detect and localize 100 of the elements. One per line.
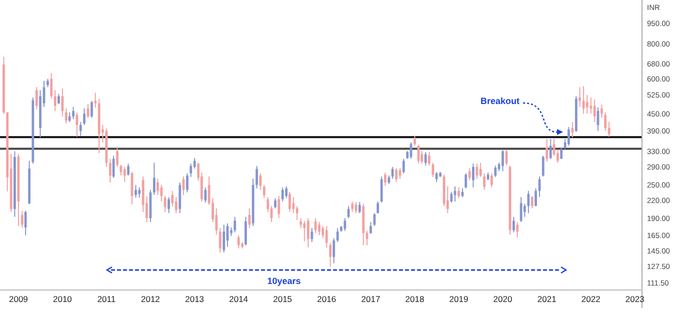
candlestick [112, 155, 115, 178]
candlestick [90, 100, 93, 118]
x-tick-label: 2010 [52, 294, 72, 304]
candlestick [546, 138, 548, 162]
candlestick [54, 90, 56, 112]
candlestick [278, 196, 280, 219]
candlestick [190, 163, 192, 178]
candlestick [262, 184, 266, 199]
candlestick [204, 186, 207, 204]
candlestick [168, 196, 170, 214]
candlestick [542, 155, 544, 177]
x-tick-label: 2019 [449, 294, 468, 304]
candlestick [193, 158, 196, 170]
candlestick [259, 172, 262, 190]
candlestick [306, 218, 310, 248]
candlestick [288, 191, 291, 212]
candlestick [351, 200, 354, 212]
candlestick [218, 228, 222, 254]
candlestick [325, 226, 328, 248]
candlestick [502, 150, 504, 172]
x-tick-label: 2023 [625, 294, 645, 304]
x-tick-label: 2012 [141, 294, 160, 304]
candlestick [138, 186, 141, 198]
x-tick-label: 2021 [537, 294, 557, 304]
candlestick [94, 92, 97, 108]
candlestick [64, 108, 68, 124]
candlestick [300, 218, 302, 229]
candlestick [134, 184, 137, 198]
candlestick [402, 158, 405, 174]
candlestick [549, 138, 552, 160]
candlestick [244, 216, 247, 246]
candlestick [336, 228, 339, 243]
candlestick [604, 112, 607, 132]
x-tick-label: 2009 [8, 294, 28, 304]
x-tick-label: 2022 [581, 294, 601, 304]
candlestick [20, 210, 24, 228]
candlestick [608, 122, 610, 138]
candlestick [83, 108, 86, 126]
x-tick-label: 2018 [405, 294, 424, 304]
candlestick [318, 222, 320, 236]
candlestick [432, 162, 434, 178]
x-tick-label: 2017 [361, 294, 380, 304]
x-tick-label: 2015 [273, 294, 292, 304]
x-tick-label: 2016 [317, 294, 336, 304]
x-tick-label: 2014 [229, 294, 248, 304]
candlestick [380, 176, 383, 204]
x-tick-label: 2020 [493, 294, 512, 304]
candlestick [414, 135, 416, 146]
candlestick [391, 166, 394, 180]
candlestick [472, 163, 474, 188]
candlestick [171, 190, 174, 208]
candlestick [571, 122, 574, 138]
candlestick [127, 163, 130, 176]
candlestick [256, 166, 258, 189]
candlestick [108, 158, 112, 183]
candlestick [35, 86, 38, 110]
candlestick [329, 242, 332, 268]
candlestick [322, 226, 324, 239]
candlestick [560, 147, 563, 160]
candlestick [476, 163, 478, 180]
candlestick [24, 210, 27, 236]
candlestick [590, 97, 592, 114]
candlestick [567, 126, 570, 146]
candlestick [58, 93, 60, 104]
candlestick [79, 122, 82, 136]
candlestick [527, 190, 530, 214]
candlestick [424, 151, 427, 166]
x-tick-label: 2013 [185, 294, 204, 304]
candlestick [123, 166, 126, 183]
candlestick [358, 202, 361, 214]
candlestick [68, 112, 71, 123]
candlestick [344, 218, 346, 232]
candlestick [164, 196, 166, 212]
candlestick [384, 172, 386, 186]
candlestick [450, 191, 453, 204]
candlestick [530, 196, 534, 209]
candlestick [248, 208, 251, 229]
x-tick-label: 2011 [97, 294, 116, 304]
candlestick [303, 220, 306, 242]
candlestick [490, 172, 493, 188]
candlestick [274, 198, 276, 209]
candlestick [483, 172, 486, 190]
candlestick [494, 165, 497, 178]
candlestick [222, 224, 226, 254]
candlestick [281, 186, 284, 202]
candlestick [578, 86, 581, 108]
candlestick [76, 112, 78, 138]
candlestick [512, 216, 515, 233]
candlestick [234, 216, 236, 233]
annotation: 10years [267, 276, 301, 286]
candlestick [310, 228, 314, 243]
candlestick [395, 168, 398, 183]
annotation: Breakout [480, 96, 520, 106]
candlestick [160, 184, 163, 202]
candlestick [586, 94, 588, 114]
candlestick [479, 162, 482, 178]
candlestick [370, 222, 372, 234]
candlestick [468, 168, 471, 181]
candlestick [296, 206, 298, 221]
candlestick [458, 186, 460, 199]
